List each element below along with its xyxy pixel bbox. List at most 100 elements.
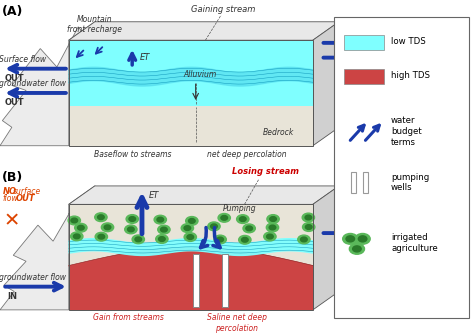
Circle shape bbox=[75, 223, 87, 232]
Text: Baseflow to streams: Baseflow to streams bbox=[94, 150, 172, 159]
Circle shape bbox=[128, 227, 134, 232]
Circle shape bbox=[242, 238, 248, 242]
Circle shape bbox=[270, 217, 276, 221]
Text: surface: surface bbox=[13, 187, 42, 196]
Circle shape bbox=[305, 215, 312, 220]
Text: Pumping: Pumping bbox=[222, 204, 256, 213]
Polygon shape bbox=[69, 266, 313, 310]
Circle shape bbox=[267, 215, 279, 223]
Text: Alluvium: Alluvium bbox=[183, 70, 217, 79]
Circle shape bbox=[246, 226, 253, 231]
Circle shape bbox=[158, 237, 165, 242]
Bar bbox=[351, 172, 356, 194]
Circle shape bbox=[187, 235, 193, 240]
Circle shape bbox=[355, 233, 370, 244]
Circle shape bbox=[104, 225, 111, 230]
Circle shape bbox=[301, 237, 307, 242]
Circle shape bbox=[218, 213, 230, 222]
Circle shape bbox=[129, 217, 136, 221]
Polygon shape bbox=[69, 186, 339, 204]
Text: pumping
wells: pumping wells bbox=[391, 173, 429, 192]
Circle shape bbox=[302, 223, 315, 231]
Bar bbox=[334, 17, 469, 318]
Text: high TDS: high TDS bbox=[391, 71, 430, 80]
Circle shape bbox=[343, 233, 358, 244]
Polygon shape bbox=[69, 106, 313, 146]
Circle shape bbox=[95, 213, 107, 221]
Circle shape bbox=[239, 236, 251, 244]
Circle shape bbox=[189, 218, 195, 223]
Circle shape bbox=[71, 218, 78, 223]
Text: Bedrock: Bedrock bbox=[263, 128, 294, 137]
Circle shape bbox=[184, 233, 196, 242]
Text: flow: flow bbox=[2, 194, 18, 203]
Polygon shape bbox=[0, 186, 199, 310]
Bar bbox=[363, 172, 368, 194]
Circle shape bbox=[353, 246, 361, 252]
Text: groundwater flow: groundwater flow bbox=[0, 273, 66, 282]
Text: Surface flow: Surface flow bbox=[0, 55, 46, 64]
Polygon shape bbox=[313, 186, 339, 310]
Text: groundwater flow: groundwater flow bbox=[0, 79, 66, 88]
Circle shape bbox=[302, 213, 315, 222]
Circle shape bbox=[266, 234, 273, 239]
Polygon shape bbox=[0, 22, 199, 146]
Circle shape bbox=[161, 227, 167, 232]
Circle shape bbox=[264, 232, 276, 241]
Text: water
budget
terms: water budget terms bbox=[391, 116, 422, 147]
Polygon shape bbox=[69, 204, 313, 266]
Circle shape bbox=[208, 222, 220, 231]
Text: groundwater flow: groundwater flow bbox=[341, 45, 408, 54]
Bar bbox=[344, 69, 384, 84]
Circle shape bbox=[210, 224, 217, 229]
Text: OUT: OUT bbox=[5, 98, 24, 107]
Text: Surface flow: Surface flow bbox=[341, 30, 388, 40]
Text: OUT: OUT bbox=[5, 74, 24, 83]
Text: low TDS: low TDS bbox=[391, 38, 426, 46]
Circle shape bbox=[155, 235, 168, 244]
Circle shape bbox=[95, 232, 108, 241]
Circle shape bbox=[126, 215, 138, 223]
Circle shape bbox=[243, 224, 255, 233]
Text: irrigated
agriculture: irrigated agriculture bbox=[391, 233, 438, 253]
Text: Gain from streams: Gain from streams bbox=[92, 313, 164, 322]
Circle shape bbox=[98, 215, 104, 219]
Circle shape bbox=[298, 235, 310, 244]
Circle shape bbox=[73, 234, 80, 239]
Circle shape bbox=[305, 225, 312, 229]
Bar bbox=[222, 254, 228, 307]
Polygon shape bbox=[313, 22, 339, 146]
Circle shape bbox=[217, 237, 223, 242]
Circle shape bbox=[346, 236, 355, 242]
Circle shape bbox=[158, 225, 170, 234]
Circle shape bbox=[237, 215, 249, 223]
Circle shape bbox=[101, 223, 114, 232]
Circle shape bbox=[349, 244, 365, 254]
Circle shape bbox=[68, 216, 81, 225]
Text: (B): (B) bbox=[2, 171, 24, 184]
Circle shape bbox=[358, 236, 367, 242]
Circle shape bbox=[221, 215, 228, 220]
Circle shape bbox=[157, 217, 164, 222]
Text: Mountain
front recharge: Mountain front recharge bbox=[67, 15, 122, 35]
Bar bbox=[344, 35, 384, 50]
Circle shape bbox=[98, 234, 105, 239]
Circle shape bbox=[186, 216, 198, 225]
Text: Gaining stream: Gaining stream bbox=[191, 5, 255, 14]
Circle shape bbox=[78, 225, 84, 230]
Text: ✕: ✕ bbox=[4, 211, 20, 230]
Circle shape bbox=[132, 235, 145, 244]
Text: OUT: OUT bbox=[16, 194, 35, 203]
Circle shape bbox=[181, 224, 193, 232]
Polygon shape bbox=[69, 22, 339, 40]
Text: ET: ET bbox=[139, 53, 150, 62]
Circle shape bbox=[266, 223, 279, 232]
Text: IN: IN bbox=[347, 64, 357, 73]
Text: net deep percolation: net deep percolation bbox=[207, 150, 286, 159]
Circle shape bbox=[239, 217, 246, 221]
Text: (A): (A) bbox=[2, 5, 24, 18]
Circle shape bbox=[135, 237, 142, 242]
Circle shape bbox=[125, 225, 137, 234]
Circle shape bbox=[184, 226, 191, 230]
Text: Saline net deep
percolation: Saline net deep percolation bbox=[207, 313, 267, 333]
